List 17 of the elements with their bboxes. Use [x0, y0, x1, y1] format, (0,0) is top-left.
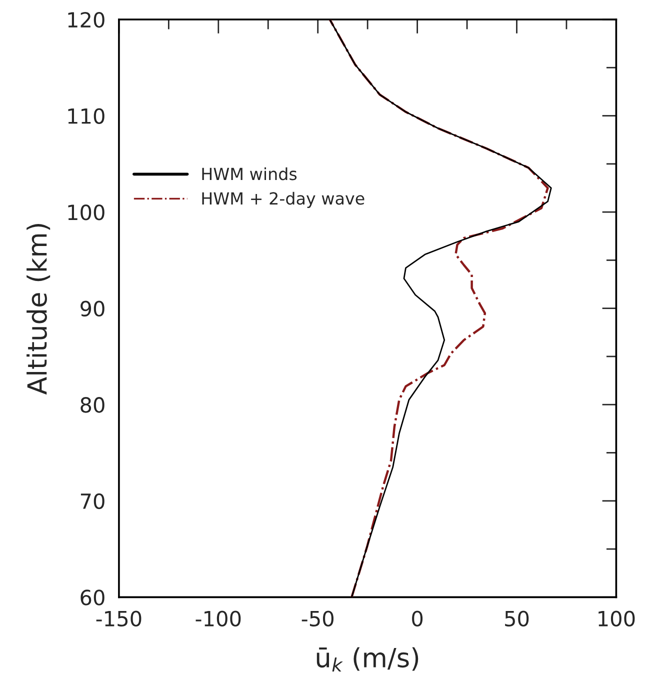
legend-label: HWM winds: [202, 167, 297, 180]
x-tick-label: 0: [412, 610, 423, 626]
x-tick-label: -100: [196, 610, 241, 626]
x-tick-label: -150: [96, 610, 142, 626]
y-tick-label: 60: [80, 590, 104, 606]
y-tick-label: 80: [80, 397, 104, 413]
x-tick-label: -50: [302, 610, 334, 626]
y-tick-label: 70: [80, 493, 104, 510]
y-tick-label: 100: [68, 204, 104, 220]
x-tick-label: 50: [505, 610, 529, 626]
y-tick-label: 90: [80, 300, 104, 317]
x-axis-title: ū$_{k}$ (m/s): [316, 647, 418, 672]
y-axis-title: Altitude (km): [26, 224, 50, 395]
y-tick-label: 120: [68, 12, 104, 28]
legend-label: HWM + 2-day wave: [202, 192, 364, 208]
y-tick-label: 110: [68, 108, 104, 124]
x-tick-label: 100: [598, 610, 635, 626]
